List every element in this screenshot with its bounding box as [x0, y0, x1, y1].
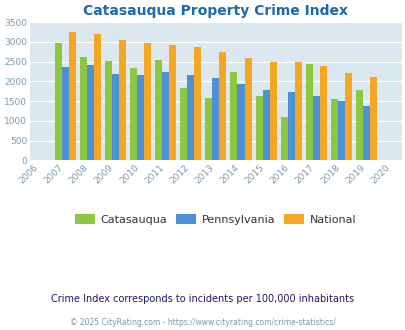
Bar — [362, 106, 369, 160]
Bar — [162, 72, 169, 160]
Bar — [155, 60, 162, 160]
Bar — [244, 58, 251, 160]
Bar — [369, 77, 376, 160]
Bar — [337, 101, 344, 160]
Bar — [355, 90, 362, 160]
Bar — [130, 68, 136, 160]
Bar — [344, 73, 351, 160]
Bar — [294, 62, 301, 160]
Bar — [262, 89, 269, 160]
Bar — [187, 75, 194, 160]
Bar — [194, 48, 201, 160]
Bar — [87, 65, 94, 160]
Bar — [144, 44, 151, 160]
Text: Crime Index corresponds to incidents per 100,000 inhabitants: Crime Index corresponds to incidents per… — [51, 294, 354, 304]
Bar — [205, 98, 212, 160]
Bar — [119, 40, 126, 160]
Bar — [237, 84, 244, 160]
Bar — [269, 62, 276, 160]
Bar — [255, 95, 262, 160]
Bar — [219, 52, 226, 160]
Bar — [305, 64, 312, 160]
Bar — [68, 32, 75, 160]
Bar — [212, 78, 219, 160]
Bar — [169, 45, 176, 160]
Text: © 2025 CityRating.com - https://www.cityrating.com/crime-statistics/: © 2025 CityRating.com - https://www.city… — [70, 318, 335, 327]
Bar — [62, 67, 68, 160]
Bar — [312, 95, 319, 160]
Bar — [112, 74, 119, 160]
Bar — [94, 34, 100, 160]
Bar — [287, 92, 294, 160]
Bar — [280, 117, 287, 160]
Bar — [54, 43, 62, 160]
Bar — [79, 57, 87, 160]
Bar — [104, 61, 112, 160]
Bar — [230, 72, 237, 160]
Bar — [319, 66, 326, 160]
Bar — [136, 75, 144, 160]
Title: Catasauqua Property Crime Index: Catasauqua Property Crime Index — [83, 4, 347, 18]
Bar — [180, 88, 187, 160]
Legend: Catasauqua, Pennsylvania, National: Catasauqua, Pennsylvania, National — [70, 210, 360, 229]
Bar — [330, 99, 337, 160]
